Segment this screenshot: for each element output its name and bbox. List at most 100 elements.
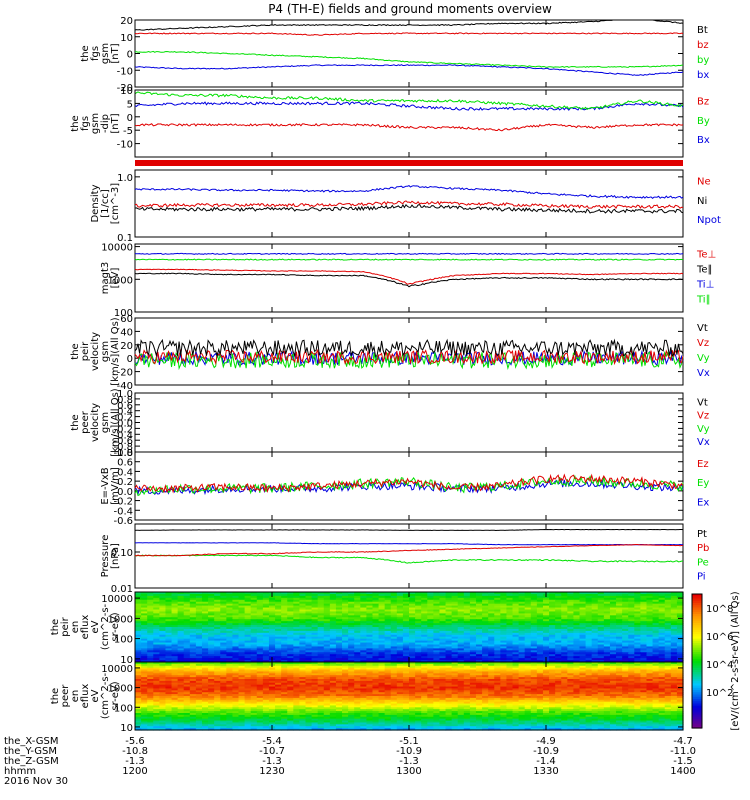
spectrogram-cell [542,684,550,688]
spectrogram-cell [135,679,142,682]
spectrogram-cell [141,642,148,646]
spectrogram-cell [378,619,386,622]
spectrogram-cell [549,597,556,601]
spectrogram-cell [409,617,416,620]
spectrogram-cell [378,654,386,657]
spectrogram-cell [226,628,234,632]
spectrogram-cell [159,634,167,638]
spectrogram-cell [646,640,654,644]
spectrogram-cell [573,595,581,599]
spectrogram-cell [372,686,380,690]
spectrogram-cell [208,665,215,669]
spectrogram-cell [402,665,410,669]
spectrogram-cell [664,656,672,659]
spectrogram-cell [372,592,380,595]
spectrogram-cell [366,621,374,624]
spectrogram-cell [329,684,337,688]
spectrogram-cell [506,617,514,620]
spectrogram-cell [141,660,148,663]
spectrogram-cell [451,656,459,659]
spectrogram-cell [311,636,319,640]
spectrogram-cell [409,679,416,682]
spectrogram-cell [512,617,520,620]
spectrogram-cell [652,684,660,688]
spectrogram-cell [220,613,227,616]
spectrogram-cell [616,605,623,609]
spectrogram-cell [561,679,568,682]
spectrogram-cell [317,679,325,682]
spectrogram-cell [670,679,678,682]
spectrogram-cell [542,609,550,613]
spectrogram-cell [147,660,154,663]
spectrogram-cell [658,605,666,609]
spectrogram-cell [366,632,374,636]
spectrogram-cell [573,662,581,665]
spectrogram-cell [305,593,313,597]
spectrogram-cell [640,688,648,691]
spectrogram-cell [390,611,398,614]
spectrogram-cell [342,634,349,638]
spectrogram-cell [463,630,471,634]
spectrogram-cell [433,665,441,669]
spectrogram-cell [342,597,349,601]
spectrogram-cell [171,638,179,642]
spectrogram-cell [530,599,538,603]
spectrogram-cell [451,648,459,651]
spectrogram-cell [183,648,191,651]
spectrogram-cell [658,617,666,620]
spectrogram-cell [317,650,325,653]
spectrogram-cell [585,617,593,620]
spectrogram-cell [305,640,313,644]
spectrogram-cell [323,599,331,603]
spectrogram-cell [135,597,142,601]
spectrogram-cell [378,648,386,651]
spectrogram-cell [482,673,489,676]
spectrogram-cell [421,592,428,595]
spectrogram-cell [475,677,483,680]
spectrogram-cell [439,669,447,673]
spectrogram-cell [293,634,300,638]
spectrogram-cell [287,634,294,638]
spectrogram-cell [549,684,556,688]
spectrogram-cell [573,644,581,648]
spectrogram-cell [335,619,343,622]
spectrogram-cell [427,638,434,642]
ytick-label: -0.6 [113,436,133,447]
spectrogram-cell [232,675,240,678]
spectrogram-cell [500,601,508,605]
ylabel-line: (cm^2-s- [100,603,111,650]
spectrogram-cell [281,663,288,667]
spectrogram-cell [573,667,581,671]
spectrogram-cell [165,627,173,630]
spectrogram-cell [299,638,307,642]
spectrogram-cell [433,673,441,676]
spectrogram-cell [147,656,154,659]
spectrogram-cell [609,640,617,644]
spectrogram-cell [597,677,605,680]
spectrogram-cell [475,634,483,638]
spectrogram-cell [409,675,416,678]
spectrogram-cell [482,650,489,653]
spectrogram-cell [427,669,434,673]
spectrogram-cell [159,625,167,628]
spectrogram-cell [603,599,611,603]
spectrogram-cell [658,679,666,682]
ylabel-line: gsm [100,412,111,433]
spectrogram-cell [536,607,544,611]
spectrogram-cell [214,640,221,644]
spectrogram-cell [311,597,319,601]
spectrogram-cell [183,601,191,605]
spectrogram-cell [372,682,380,686]
spectrogram-cell [287,603,294,607]
spectrogram-cell [177,595,185,599]
spectrogram-cell [475,644,483,648]
spectrogram-cell [500,652,508,655]
spectrogram-cell [335,686,343,690]
spectrogram-cell [634,611,641,614]
spectrogram-cell [536,630,544,634]
spectrogram-cell [238,673,246,676]
spectrogram-cell [652,599,660,603]
spectrogram-cell [597,644,605,648]
spectrogram-cell [646,650,654,653]
spectrogram-cell [573,682,581,686]
